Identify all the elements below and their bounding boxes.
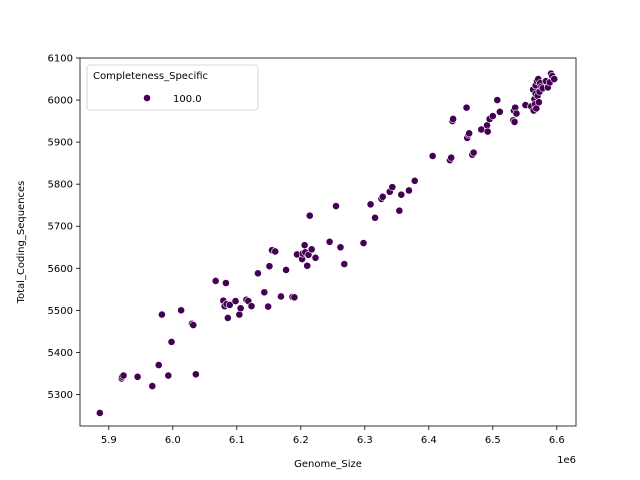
data-point — [483, 127, 492, 136]
y-tick-label: 5500 — [48, 306, 73, 317]
data-point — [164, 371, 173, 380]
data-point — [493, 96, 502, 104]
data-point — [510, 118, 519, 126]
y-tick-label: 5600 — [48, 264, 73, 275]
x-axis-ticks: 5.9 6.0 6.1 6.2 6.3 6.4 6.5 6.6 — [101, 426, 565, 446]
x-axis-offset-label: 1e6 — [557, 455, 576, 466]
data-point — [462, 103, 471, 112]
data-point — [371, 213, 379, 222]
data-point — [211, 277, 220, 285]
legend-title: Completeness_Specific — [93, 71, 208, 82]
data-point — [264, 302, 273, 311]
data-point — [191, 370, 200, 379]
data-point — [405, 186, 413, 195]
y-tick-label: 5700 — [48, 222, 73, 233]
legend-entry-label: 100.0 — [173, 94, 202, 105]
data-point — [305, 211, 314, 220]
x-axis-label: Genome_Size — [294, 459, 362, 470]
data-point — [148, 382, 157, 390]
y-tick-label: 5900 — [48, 138, 73, 149]
data-point — [410, 176, 419, 185]
x-tick-label: 6.2 — [293, 435, 309, 446]
y-axis-label: Total_Coding_Sequences — [16, 181, 27, 305]
x-tick-label: 5.9 — [101, 435, 117, 446]
data-point — [271, 247, 280, 256]
data-point — [325, 237, 334, 246]
x-tick-label: 6.1 — [229, 435, 245, 446]
data-point — [235, 310, 244, 319]
data-point — [397, 190, 406, 199]
data-point — [300, 241, 309, 250]
data-point — [231, 297, 240, 305]
data-point — [222, 279, 230, 287]
data-point — [133, 372, 142, 381]
data-point — [388, 183, 397, 192]
data-point — [154, 361, 163, 369]
data-point — [395, 206, 404, 215]
data-point — [366, 200, 375, 209]
data-point — [428, 152, 437, 160]
data-point — [189, 321, 198, 329]
data-point — [534, 98, 543, 107]
data-point — [550, 75, 559, 83]
data-point — [236, 304, 245, 313]
data-point — [378, 192, 387, 201]
data-point — [177, 306, 186, 315]
legend-box — [86, 64, 259, 111]
data-point — [119, 371, 128, 380]
data-point — [158, 310, 166, 319]
y-tick-label: 5800 — [48, 180, 73, 191]
data-point — [247, 302, 256, 311]
data-point — [277, 292, 285, 301]
data-point — [336, 243, 345, 252]
x-tick-label: 6.4 — [421, 435, 437, 446]
y-axis-ticks: 5300 5400 5500 5600 5700 5800 5900 6000 6100 — [48, 54, 80, 401]
legend-marker — [143, 94, 151, 102]
x-tick-label: 6.0 — [165, 435, 181, 446]
y-tick-label: 5400 — [48, 348, 73, 359]
data-point — [260, 288, 269, 297]
data-point — [311, 253, 320, 262]
y-tick-label: 6000 — [48, 96, 73, 107]
data-point — [307, 245, 316, 254]
data-point — [340, 260, 349, 268]
data-points — [95, 69, 559, 417]
data-point — [282, 266, 290, 274]
x-tick-label: 6.3 — [357, 435, 373, 446]
data-point — [359, 239, 368, 247]
data-point — [332, 202, 340, 210]
data-point — [447, 153, 456, 162]
data-point — [223, 314, 232, 322]
data-point — [225, 300, 234, 309]
data-point — [290, 293, 299, 302]
x-tick-label: 6.6 — [549, 435, 565, 446]
data-point — [512, 109, 521, 118]
plot-frame — [79, 57, 577, 427]
legend: Completeness_Specific 100.0 — [86, 64, 259, 111]
data-point — [449, 115, 458, 123]
data-point — [303, 261, 312, 270]
data-point — [495, 107, 504, 116]
y-tick-label: 5300 — [48, 390, 73, 401]
x-tick-label: 6.5 — [485, 435, 501, 446]
data-point — [265, 262, 274, 271]
y-tick-label: 6100 — [48, 54, 73, 65]
data-point — [167, 337, 176, 346]
data-point — [95, 409, 104, 417]
data-point — [488, 112, 497, 120]
data-point — [469, 148, 478, 157]
data-point — [465, 129, 474, 138]
data-point — [254, 269, 262, 278]
